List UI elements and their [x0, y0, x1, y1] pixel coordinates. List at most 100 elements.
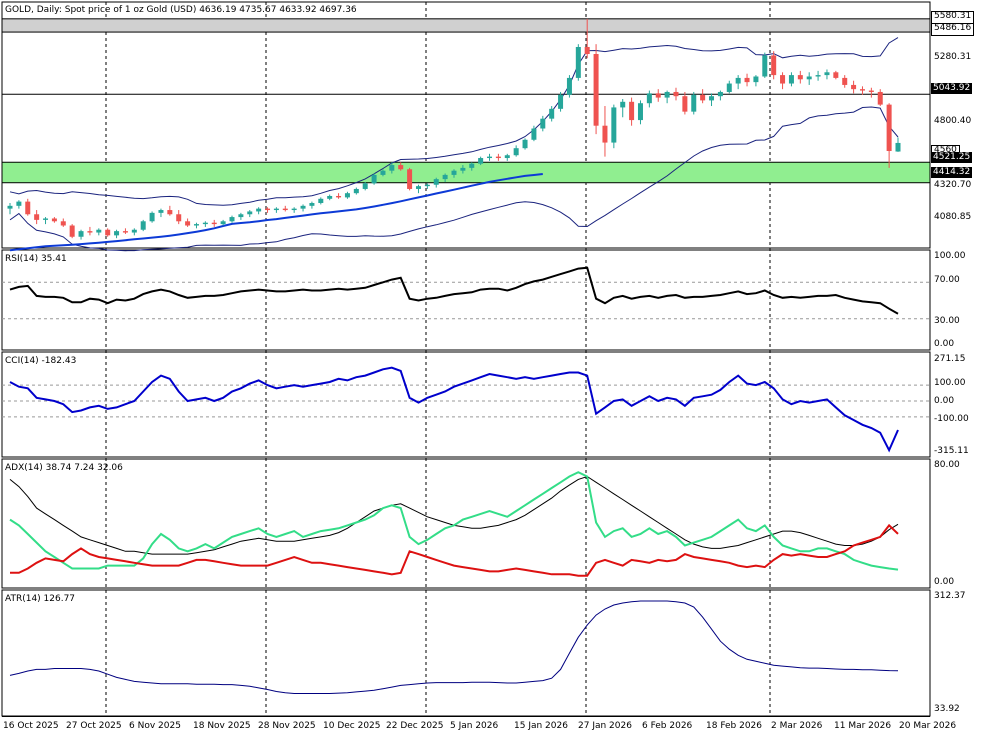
candle-body [842, 77, 848, 85]
candle-body [265, 208, 271, 211]
bollinger-lower-line [9, 106, 899, 252]
price-axis-tick: 5280.31 [934, 52, 972, 62]
candle-body [149, 212, 155, 222]
candle-body [256, 208, 262, 212]
candle-body [433, 179, 439, 185]
atr-pane-label: ATR(14) 126.77 [5, 594, 76, 604]
candle-body [495, 156, 501, 159]
candle-body [646, 93, 652, 104]
pane-frame-cci [1, 351, 931, 458]
candle-body [540, 118, 546, 129]
candle-body [25, 201, 31, 215]
candle-body [815, 75, 821, 77]
candle-body [34, 214, 40, 220]
rsi-axis-tick: 30.00 [934, 316, 960, 326]
date-axis-label: 16 Oct 2025 [3, 721, 59, 731]
date-axis-label: 10 Dec 2025 [323, 721, 381, 731]
candle-body [460, 167, 466, 171]
candle-body [797, 75, 803, 80]
candle-body [96, 229, 102, 233]
candle-body [273, 208, 279, 211]
candle-body [877, 91, 883, 105]
candle-body [735, 77, 741, 84]
candle-body [407, 169, 413, 189]
candle-body [833, 72, 839, 78]
candle-body [700, 94, 706, 101]
candle-body [291, 208, 297, 211]
candle-body [105, 229, 111, 236]
candle-body [247, 211, 253, 215]
rsi-axis-tick: 0.00 [934, 339, 955, 349]
candle-body [682, 96, 688, 112]
candle-body [478, 158, 484, 164]
candle-body [202, 222, 208, 225]
candle-body [709, 96, 715, 101]
date-axis-label: 5 Jan 2026 [450, 721, 499, 731]
atr-axis-tick: 312.37 [934, 591, 966, 601]
candle-body [424, 184, 430, 187]
candle-body [415, 186, 421, 189]
candle-body [43, 218, 49, 220]
candle-body [353, 188, 359, 194]
candle-body [513, 148, 519, 156]
candle-body [78, 231, 84, 237]
candle-body [859, 89, 865, 91]
candle-body [664, 91, 670, 98]
candle-body [602, 125, 608, 143]
price-tag-4521-current: 4521.25 [931, 152, 973, 163]
candle-body [593, 54, 599, 126]
candle-body [451, 170, 457, 175]
date-axis-label: 22 Dec 2025 [386, 721, 444, 731]
candle-body [824, 72, 830, 76]
adx-minus-di-line [10, 523, 899, 577]
candle-body [51, 218, 57, 222]
candle-body [788, 75, 794, 84]
candle-body [851, 84, 857, 90]
date-axis-label: 28 Nov 2025 [258, 721, 316, 731]
candle-body [176, 214, 182, 222]
candle-body [140, 221, 146, 230]
candle-body [487, 156, 493, 159]
candle-body [726, 83, 732, 92]
candle-body [282, 208, 288, 211]
rsi-pane-label: RSI(14) 35.41 [5, 254, 67, 264]
bollinger-upper-line [9, 37, 899, 206]
candle-body [114, 231, 120, 236]
candle-body [637, 103, 643, 121]
atr-axis-tick: 33.92 [934, 704, 960, 714]
chart-header-title: GOLD, Daily: Spot price of 1 oz Gold (US… [5, 5, 357, 15]
rsi-line [9, 266, 899, 315]
date-axis-label: 27 Oct 2025 [66, 721, 122, 731]
candle-body [16, 201, 22, 206]
date-axis-label: 6 Nov 2025 [129, 721, 181, 731]
candle-body [318, 198, 324, 204]
pane-frame-adx [1, 458, 931, 589]
adx-plus-di-line [9, 471, 899, 571]
resistance-band [1, 18, 931, 33]
rsi-axis-tick: 70.00 [934, 275, 960, 285]
candle-body [762, 55, 768, 77]
date-axis-line [2, 716, 930, 717]
candle-body [558, 94, 564, 109]
date-axis-label: 6 Feb 2026 [642, 721, 693, 731]
candle-body [362, 183, 368, 189]
atr-line [9, 600, 899, 694]
date-axis-label: 20 Mar 2026 [899, 721, 957, 731]
candle-body [806, 76, 812, 80]
cci-axis-tick: -315.11 [934, 446, 969, 456]
price-axis-tick: 4800.40 [934, 116, 972, 126]
pane-frame-atr [1, 589, 931, 717]
candle-body [87, 231, 93, 233]
date-axis-label: 27 Jan 2026 [578, 721, 632, 731]
candle-body [442, 174, 448, 180]
candle-body [655, 93, 661, 98]
adx-pane-label: ADX(14) 38.74 7.24 32.06 [5, 463, 123, 473]
candle-body [371, 174, 377, 184]
pane-frame-price [1, 1, 931, 249]
candle-body [691, 94, 697, 112]
candle-body [238, 214, 244, 218]
candle-body [673, 91, 679, 97]
candle-body [717, 91, 723, 97]
